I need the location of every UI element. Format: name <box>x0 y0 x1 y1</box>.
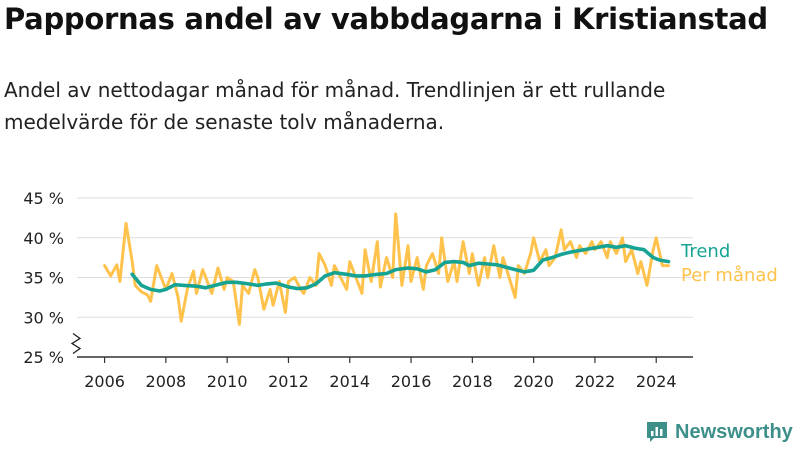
x-tick-label: 2018 <box>452 372 493 391</box>
y-tick-label: 35 % <box>23 269 64 288</box>
trend-series-label: Trend <box>680 241 730 262</box>
monthly-series-line <box>103 212 670 326</box>
x-tick-label: 2006 <box>84 372 125 391</box>
x-tick-label: 2020 <box>513 372 554 391</box>
y-tick-label: 25 % <box>23 348 64 367</box>
x-tick-label: 2022 <box>575 372 616 391</box>
newsworthy-logo-icon <box>647 422 667 442</box>
chart-title: Pappornas andel av vabbdagarna i Kristia… <box>4 2 768 36</box>
newsworthy-logo[interactable]: Newsworthy <box>645 420 793 444</box>
x-tick-label: 2024 <box>636 372 677 391</box>
x-tick-label: 2014 <box>329 372 370 391</box>
monthly-series-label: Per månad <box>681 265 778 286</box>
newsworthy-logo-text: Newsworthy <box>675 420 793 443</box>
x-tick-label: 2016 <box>391 372 432 391</box>
x-tick-label: 2008 <box>146 372 187 391</box>
y-tick-label: 30 % <box>23 308 64 327</box>
y-tick-label: 45 % <box>23 189 64 208</box>
axis-break-icon <box>70 332 82 355</box>
x-tick-label: 2010 <box>207 372 248 391</box>
x-tick-label: 2012 <box>268 372 309 391</box>
y-tick-label: 40 % <box>23 229 64 248</box>
trend-series-line <box>130 243 671 293</box>
chart-subtitle: Andel av nettodagar månad för månad. Tre… <box>4 78 666 134</box>
